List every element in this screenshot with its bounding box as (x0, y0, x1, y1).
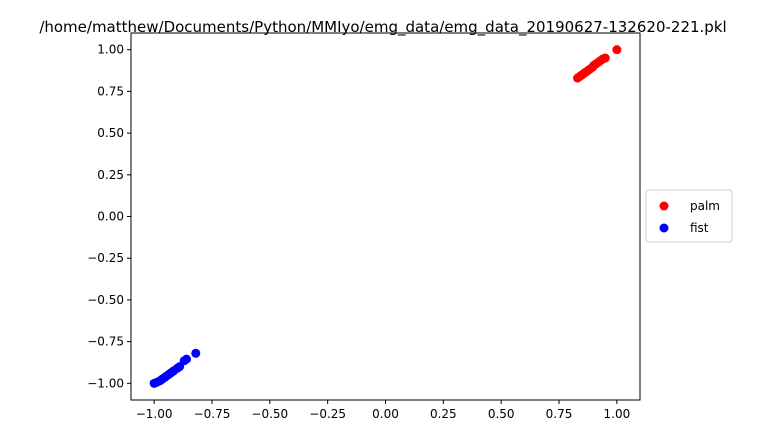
y-tick-label: 1.00 (97, 43, 124, 57)
y-tick-label: −1.00 (87, 376, 124, 390)
axes-frame (130, 32, 641, 401)
legend-label-palm: palm (690, 199, 720, 213)
legend-marker-fist (659, 223, 669, 233)
x-tick-label: −0.75 (194, 407, 231, 421)
x-axis: −1.00 −0.75 −0.50 −0.25 0.00 0.25 0.50 0.75 1.00 (136, 400, 630, 421)
data-point-fist (191, 348, 201, 358)
x-tick-label: 0.00 (372, 407, 399, 421)
y-tick-label: −0.75 (87, 335, 124, 349)
y-tick-label: 0.00 (97, 210, 124, 224)
y-tick-label: −0.50 (87, 293, 124, 307)
x-tick-label: 0.25 (430, 407, 457, 421)
x-tick-label: −1.00 (136, 407, 173, 421)
x-tick-label: 0.75 (546, 407, 573, 421)
y-tick-label: 0.50 (97, 126, 124, 140)
x-tick-label: −0.50 (251, 407, 288, 421)
legend-box (645, 189, 733, 243)
chart-title: /home/matthew/Documents/Python/MMIyo/emg… (39, 18, 726, 37)
y-tick-label: 0.25 (97, 168, 124, 182)
y-axis: 1.00 0.75 0.50 0.25 0.00 −0.25 −0.50 −0.75 −1.00 (87, 43, 131, 390)
data-point-palm (573, 73, 583, 83)
x-tick-label: 1.00 (604, 407, 631, 421)
legend-label-fist: fist (690, 221, 709, 235)
x-tick-label: 0.50 (488, 407, 515, 421)
legend: palm fist (645, 189, 733, 243)
y-tick-label: −0.25 (87, 251, 124, 265)
y-tick-label: 0.75 (97, 84, 124, 98)
data-point-fist (182, 354, 192, 364)
data-point-palm (612, 45, 622, 55)
data-points-layer (149, 45, 622, 388)
legend-marker-palm (659, 201, 669, 211)
x-tick-label: −0.25 (309, 407, 346, 421)
